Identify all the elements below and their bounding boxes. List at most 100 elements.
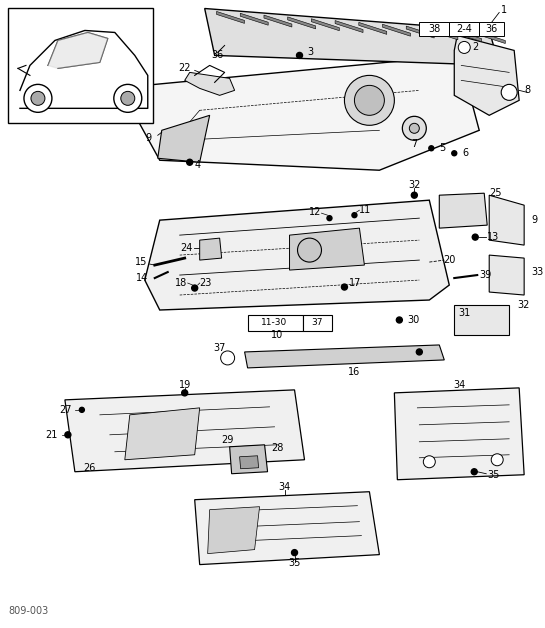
Text: 36: 36	[211, 50, 224, 60]
Circle shape	[187, 160, 193, 165]
Text: 6: 6	[462, 148, 468, 158]
Polygon shape	[489, 255, 524, 295]
Polygon shape	[288, 17, 316, 29]
Text: 5: 5	[439, 143, 446, 153]
Polygon shape	[455, 35, 519, 116]
Circle shape	[298, 238, 322, 262]
Polygon shape	[138, 55, 479, 170]
Circle shape	[471, 468, 477, 475]
Polygon shape	[199, 238, 222, 260]
Circle shape	[411, 192, 417, 198]
Text: 20: 20	[443, 255, 456, 265]
Bar	[449, 23, 479, 36]
Text: 4: 4	[195, 160, 201, 170]
Circle shape	[221, 351, 234, 365]
Polygon shape	[240, 456, 258, 468]
Circle shape	[396, 317, 402, 323]
Circle shape	[472, 234, 478, 240]
Polygon shape	[430, 28, 458, 40]
Text: 37: 37	[214, 343, 226, 353]
Text: 2: 2	[472, 43, 479, 52]
Circle shape	[416, 349, 422, 355]
Polygon shape	[185, 72, 234, 95]
Bar	[8, 9, 153, 123]
Bar	[302, 315, 332, 331]
Text: 31: 31	[458, 308, 470, 318]
Circle shape	[501, 84, 517, 100]
Circle shape	[292, 550, 298, 556]
Text: 27: 27	[59, 405, 72, 415]
Text: 11: 11	[359, 205, 372, 215]
Polygon shape	[145, 200, 449, 310]
Text: 28: 28	[271, 443, 284, 453]
Text: 16: 16	[348, 367, 361, 377]
Circle shape	[491, 454, 503, 466]
Text: 23: 23	[199, 278, 212, 288]
Circle shape	[181, 390, 187, 396]
Circle shape	[342, 284, 348, 290]
Text: 809-003: 809-003	[8, 605, 49, 615]
Polygon shape	[489, 195, 524, 245]
Text: 24: 24	[180, 243, 193, 253]
Polygon shape	[208, 507, 259, 554]
Polygon shape	[240, 13, 268, 25]
Text: 39: 39	[479, 270, 492, 280]
Circle shape	[65, 432, 71, 438]
Polygon shape	[229, 445, 268, 474]
Polygon shape	[335, 21, 363, 33]
Circle shape	[296, 52, 302, 58]
Text: 9: 9	[531, 215, 537, 225]
Text: 36: 36	[485, 24, 498, 35]
Circle shape	[80, 408, 84, 413]
Polygon shape	[205, 9, 499, 65]
Bar	[419, 23, 449, 36]
Text: 12: 12	[309, 207, 322, 217]
Circle shape	[114, 84, 142, 112]
Text: 7: 7	[411, 139, 417, 149]
Text: 9: 9	[146, 133, 152, 143]
Circle shape	[352, 213, 357, 218]
Polygon shape	[383, 24, 410, 36]
Circle shape	[458, 41, 470, 53]
Text: 15: 15	[135, 257, 148, 267]
Polygon shape	[455, 305, 509, 335]
Text: 17: 17	[349, 278, 362, 288]
Bar	[247, 315, 302, 331]
Polygon shape	[125, 408, 199, 460]
Circle shape	[121, 91, 135, 106]
Text: 13: 13	[487, 232, 499, 242]
Text: 29: 29	[221, 435, 234, 445]
Text: 37: 37	[312, 318, 323, 327]
Text: 32: 32	[408, 180, 421, 190]
Text: 8: 8	[524, 85, 530, 95]
Polygon shape	[289, 228, 365, 270]
Circle shape	[24, 84, 52, 112]
Text: 18: 18	[175, 278, 187, 288]
Polygon shape	[158, 116, 210, 162]
Text: 26: 26	[84, 463, 96, 473]
Circle shape	[354, 85, 384, 116]
Circle shape	[31, 91, 45, 106]
Polygon shape	[311, 19, 340, 31]
Text: 11-30: 11-30	[262, 318, 288, 327]
Text: 25: 25	[489, 188, 502, 198]
Polygon shape	[216, 11, 245, 23]
Circle shape	[452, 151, 457, 156]
Circle shape	[423, 456, 435, 468]
Text: 38: 38	[428, 24, 440, 35]
Polygon shape	[264, 15, 292, 27]
Polygon shape	[453, 30, 482, 41]
Polygon shape	[439, 193, 487, 228]
Polygon shape	[195, 492, 379, 565]
Bar	[479, 23, 504, 36]
Text: 19: 19	[179, 380, 191, 390]
Text: 3: 3	[307, 48, 313, 57]
Circle shape	[344, 75, 395, 126]
Polygon shape	[245, 345, 444, 368]
Circle shape	[409, 123, 419, 133]
Text: 35: 35	[487, 470, 500, 480]
Text: 1: 1	[501, 6, 507, 16]
Polygon shape	[48, 33, 108, 68]
Text: 21: 21	[46, 430, 58, 440]
Polygon shape	[395, 388, 524, 480]
